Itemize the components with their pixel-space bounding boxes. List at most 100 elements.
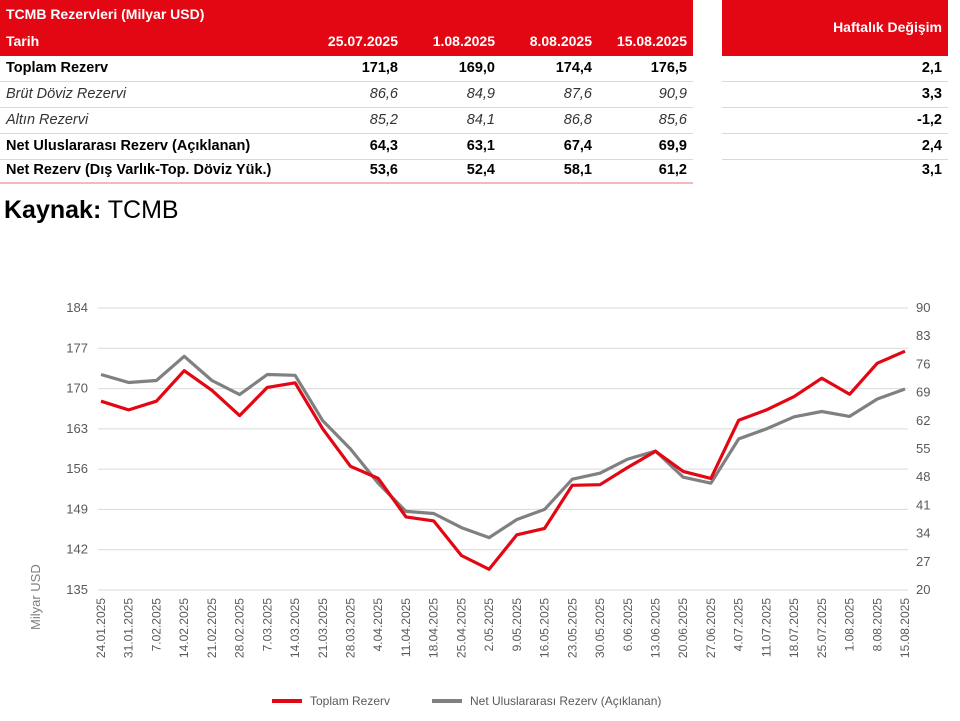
y-right-tick-label: 48 [916, 469, 930, 484]
row-value: 53,6 [369, 162, 398, 178]
y-right-tick-label: 20 [916, 582, 930, 597]
x-tick-label: 27.06.2025 [704, 598, 718, 658]
row-label: Net Rezerv (Dış Varlık-Top. Döviz Yük.) [6, 162, 272, 178]
x-tick-label: 7.02.2025 [149, 598, 163, 652]
y-left-tick-label: 177 [66, 340, 88, 355]
row-change: 3,3 [921, 86, 942, 102]
y-right-tick-label: 76 [916, 356, 930, 371]
row-divider [722, 81, 948, 82]
legend-swatch-red [272, 699, 302, 703]
row-change: 2,4 [921, 138, 942, 154]
x-tick-label: 16.05.2025 [538, 598, 552, 658]
y-right-tick-label: 69 [916, 385, 930, 400]
y-right-tick-label: 90 [916, 300, 930, 315]
row-label: Altın Rezervi [6, 112, 89, 128]
x-tick-label: 31.01.2025 [122, 598, 136, 658]
row-value: 84,9 [466, 86, 495, 102]
y-right-tick-label: 41 [916, 497, 930, 512]
y-right-tick-label: 55 [916, 441, 930, 456]
x-tick-label: 23.05.2025 [565, 598, 579, 658]
row-value: 69,9 [658, 138, 687, 154]
row-label: Brüt Döviz Rezervi [6, 86, 127, 102]
row-label: Toplam Rezerv [6, 60, 109, 76]
y-left-tick-label: 149 [66, 501, 88, 516]
row-value: 90,9 [658, 86, 687, 102]
table-row: Toplam Rezerv 171,8 169,0 174,4 176,5 2,… [0, 56, 948, 82]
y-left-tick-label: 184 [66, 300, 88, 315]
row-change: 2,1 [921, 60, 942, 76]
x-tick-label: 24.01.2025 [94, 598, 108, 658]
row-value: 67,4 [563, 138, 592, 154]
table-date-header: 8.08.2025 [529, 33, 592, 49]
table-row: Net Uluslararası Rezerv (Açıklanan) 64,3… [0, 134, 948, 160]
source-note: Kaynak: TCMB [4, 196, 179, 225]
row-divider [0, 159, 693, 160]
row-value: 174,4 [555, 60, 592, 76]
x-tick-label: 21.02.2025 [205, 598, 219, 658]
y-left-tick-label: 142 [66, 542, 88, 557]
source-label: Kaynak: [4, 196, 102, 224]
table-row: Altın Rezervi 85,2 84,1 86,8 85,6 -1,2 [0, 108, 948, 134]
x-tick-label: 15.08.2025 [898, 598, 912, 658]
row-value: 52,4 [466, 162, 495, 178]
y-axis-label: Milyar USD [28, 564, 43, 630]
row-value: 64,3 [369, 138, 398, 154]
row-value: 171,8 [361, 60, 398, 76]
y-right-tick-label: 34 [916, 526, 930, 541]
x-tick-label: 9.05.2025 [510, 598, 524, 652]
row-change: 3,1 [921, 162, 942, 178]
series-line-total-reserve [100, 349, 906, 571]
table-bottom-border [0, 182, 693, 184]
legend-item: Toplam Rezerv [272, 694, 390, 708]
row-value: 87,6 [563, 86, 592, 102]
y-right-tick-label: 62 [916, 413, 930, 428]
y-right-tick-label: 27 [916, 554, 930, 569]
x-tick-label: 30.05.2025 [593, 598, 607, 658]
x-tick-label: 1.08.2025 [843, 598, 857, 652]
row-value: 86,8 [563, 112, 592, 128]
row-value: 176,5 [650, 60, 687, 76]
row-divider [0, 81, 693, 82]
x-tick-label: 18.07.2025 [787, 598, 801, 658]
table-date-header: 15.08.2025 [616, 33, 687, 49]
row-value: 58,1 [563, 162, 592, 178]
row-value: 169,0 [458, 60, 495, 76]
row-divider [722, 133, 948, 134]
row-divider [722, 159, 948, 160]
x-tick-label: 14.02.2025 [177, 598, 191, 658]
row-value: 63,1 [466, 138, 495, 154]
legend-label: Toplam Rezerv [310, 694, 391, 708]
x-tick-label: 7.03.2025 [260, 598, 274, 652]
y-left-tick-label: 163 [66, 421, 88, 436]
x-tick-label: 28.03.2025 [344, 598, 358, 658]
y-left-tick-label: 135 [66, 582, 88, 597]
row-value: 84,1 [466, 112, 495, 128]
table-change-header-bar: Haftalık Değişim [722, 0, 948, 56]
reserves-line-chart: 135 142 149 156 163 170 177 184 20 27 34 41 48 55 62 6… [28, 300, 930, 658]
y-right-tick-label: 83 [916, 328, 930, 343]
x-tick-label: 28.02.2025 [233, 598, 247, 658]
row-divider [0, 107, 693, 108]
x-tick-label: 11.04.2025 [399, 598, 413, 657]
x-tick-label: 25.04.2025 [454, 598, 468, 658]
y-left-tick-label: 156 [66, 461, 88, 476]
table-change-header: Haftalık Değişim [833, 19, 942, 35]
x-tick-label: 4.04.2025 [371, 598, 385, 652]
source-value: TCMB [107, 196, 179, 224]
x-tick-label: 8.08.2025 [870, 598, 884, 652]
table-row: Net Rezerv (Dış Varlık-Top. Döviz Yük.) … [0, 158, 948, 184]
table-title: TCMB Rezervleri (Milyar USD) [6, 6, 205, 22]
row-value: 86,6 [369, 86, 398, 102]
table-date-label: Tarih [6, 33, 40, 49]
y-left-tick-label: 170 [66, 381, 88, 396]
row-value: 61,2 [658, 162, 687, 178]
row-value: 85,6 [658, 112, 687, 128]
x-tick-label: 25.07.2025 [815, 598, 829, 658]
row-divider [722, 107, 948, 108]
table-header-bar: TCMB Rezervleri (Milyar USD) Tarih 25.07… [0, 0, 693, 56]
legend-swatch-gray [432, 699, 462, 703]
table-date-header: 1.08.2025 [432, 33, 495, 49]
legend-item: Net Uluslararası Rezerv (Açıklanan) [432, 694, 661, 708]
x-tick-label: 11.07.2025 [759, 598, 773, 657]
table-date-header: 25.07.2025 [327, 33, 398, 49]
